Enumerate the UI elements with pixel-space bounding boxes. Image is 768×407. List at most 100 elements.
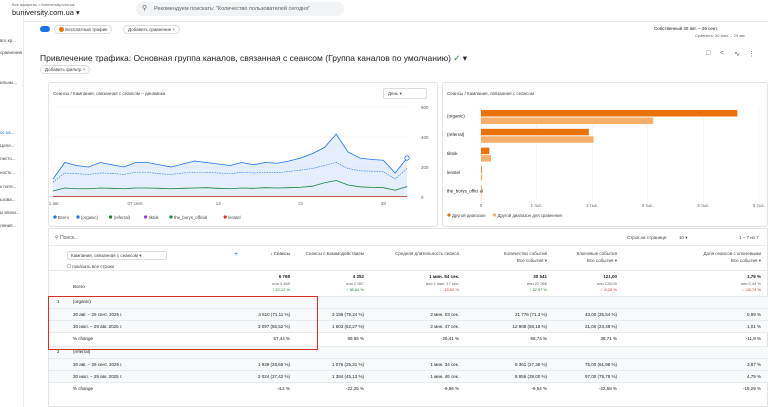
- column-event-filter[interactable]: Все события ▾: [730, 258, 761, 263]
- data-point: [217, 196, 219, 197]
- pager: 1 – 7 из 7: [739, 235, 759, 240]
- data-point: [288, 187, 290, 188]
- segment-chip[interactable]: Бесплатный трафик: [54, 25, 113, 34]
- page-title-text: Привлечение трафика: Основная группа кан…: [40, 53, 451, 63]
- bar: [481, 192, 482, 200]
- date-range[interactable]: Собственный 30 авг. – 29 сент.: [654, 26, 719, 31]
- legend-swatch: [109, 215, 113, 219]
- table-row: [49, 358, 768, 370]
- data-point: [135, 196, 136, 197]
- data-point: [158, 196, 160, 197]
- data-point: [324, 147, 325, 148]
- nav-item[interactable]: листо...: [0, 156, 16, 161]
- total-value: 30 541: [533, 274, 547, 279]
- cell-value: 1 мин. 46 сек.: [430, 374, 459, 379]
- data-point: [88, 166, 89, 168]
- data-point: [76, 188, 77, 190]
- x-tick-label: 28: [381, 201, 387, 206]
- x-tick-label: 21: [298, 201, 304, 206]
- add-dimension-icon[interactable]: +: [234, 251, 239, 258]
- data-point: [182, 172, 184, 174]
- data-point: [312, 196, 313, 197]
- x-tick-label: 3 тыс.: [642, 203, 654, 208]
- group-name[interactable]: (referral): [73, 349, 91, 354]
- nav-item[interactable]: вго кр...: [0, 38, 16, 43]
- data-point: [229, 165, 231, 166]
- chevron-down-icon[interactable]: ▾: [462, 53, 468, 63]
- table-search[interactable]: ⚲ Поиск...: [55, 235, 79, 241]
- highlight-box: [48, 296, 318, 350]
- legend-label: (referral): [114, 215, 131, 220]
- cell-value: 3,87 %: [746, 362, 761, 367]
- dimension-select[interactable]: Кампания, связанная с сеансом ▾: [67, 251, 167, 260]
- add-filter-button[interactable]: Добавить фильтр +: [40, 65, 91, 74]
- column-header[interactable]: Средняя длительность сеанса: [395, 251, 459, 256]
- nav-item[interactable]: ы и/или...: [0, 210, 20, 215]
- edit-icon[interactable]: □: [706, 50, 711, 57]
- more-icon[interactable]: ⋮: [748, 51, 755, 58]
- group-name[interactable]: (organic): [73, 299, 91, 304]
- data-point: [76, 173, 77, 175]
- share-icon[interactable]: <: [720, 50, 725, 57]
- data-point: [371, 187, 372, 188]
- data-point: [99, 196, 101, 197]
- column-header[interactable]: Сеансы с взаимодействием: [305, 251, 364, 256]
- group-index: 1: [57, 299, 60, 304]
- data-point: [276, 196, 278, 197]
- data-point: [123, 174, 125, 175]
- data-point: [265, 196, 266, 197]
- cell-value: 2 мин. 47 сек.: [430, 324, 459, 329]
- column-event-filter[interactable]: Все события ▾: [516, 258, 547, 263]
- cell-value: 3 199 (75,24 %): [331, 312, 364, 317]
- column-header[interactable]: ↓ Сеансы: [270, 251, 290, 256]
- cell-value: 68,74 %: [530, 336, 547, 341]
- data-point: [288, 196, 290, 197]
- nav-item-active[interactable]: ос ка...: [0, 130, 15, 135]
- add-comparison-button[interactable]: Добавить сравнение +: [123, 25, 181, 34]
- total-compare: или 128,00: [596, 281, 617, 286]
- data-point: [135, 187, 136, 189]
- column-header[interactable]: Доля сеансов с ключевыми: [703, 251, 761, 256]
- cell-value: 3 097 (56,52 %): [257, 324, 290, 329]
- last-point-marker: [404, 155, 410, 161]
- property-selector[interactable]: buniversity.com.ua ▾: [12, 8, 80, 17]
- nav-item[interactable]: сравнения: [0, 50, 23, 55]
- nav-item[interactable]: ьзова...: [0, 197, 16, 202]
- data-point: [359, 186, 361, 188]
- table-row: [49, 320, 768, 332]
- total-value: 4 252: [352, 274, 364, 279]
- segment-toggle[interactable]: [40, 26, 50, 32]
- data-point: [229, 188, 231, 190]
- nav-item[interactable]: Целе...: [0, 143, 15, 148]
- bar: [481, 173, 483, 181]
- nav-item[interactable]: ность ...: [0, 170, 17, 175]
- data-point: [347, 196, 349, 197]
- x-tick-label: 0: [480, 203, 483, 208]
- account-breadcrumb[interactable]: Все аккаунты > buniversity.com.ua: [12, 2, 75, 7]
- rows-per-page-select[interactable]: 10 ▾: [679, 235, 688, 240]
- data-point: [52, 178, 54, 180]
- search-input[interactable]: ⚲ Рекомендуем поискать: "Количество поль…: [136, 2, 344, 16]
- total-compare: или 2,44 %: [740, 281, 761, 286]
- x-tick-label: 07 сент.: [127, 201, 143, 206]
- cell-value: -19,29 %: [742, 386, 761, 391]
- show-all-rows[interactable]: ☐ показать все строки: [67, 264, 115, 269]
- data-point: [206, 171, 207, 173]
- bar: [481, 166, 482, 173]
- dimension-label: Кампания, связанная с сеансом: [71, 253, 138, 258]
- insights-icon[interactable]: ∿: [734, 51, 740, 58]
- row-label: 30 июл. – 29 авг. 2025 г.: [73, 324, 123, 329]
- column-event-filter[interactable]: Все события ▾: [586, 258, 617, 263]
- nav-item[interactable]: ильны...: [0, 80, 17, 85]
- data-point: [347, 151, 349, 153]
- nav-item[interactable]: ления...: [0, 223, 17, 228]
- cell-value: -11,9 %: [745, 336, 761, 341]
- category-label: tiktok: [447, 151, 458, 156]
- column-header[interactable]: Ключевые события: [576, 251, 617, 256]
- period-select[interactable]: День ▾: [383, 88, 427, 99]
- legend-label: lenstel: [228, 215, 240, 220]
- line-chart-card: Сеансы / Кампания, связанная с сеансом –…: [48, 82, 438, 227]
- data-point: [276, 162, 278, 164]
- column-header[interactable]: Количество событий: [503, 251, 547, 256]
- nav-item[interactable]: к поте...: [0, 184, 17, 189]
